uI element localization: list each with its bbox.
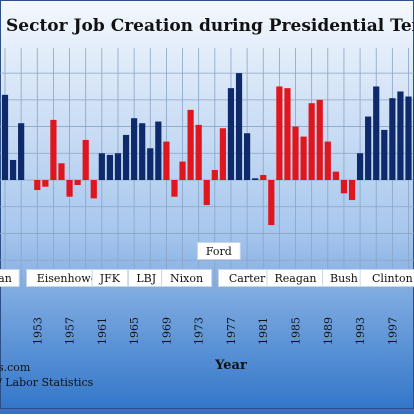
president-label-text: Clinton [372, 272, 413, 285]
chart-title: Sector Job Creation during Presidential … [6, 16, 414, 36]
bar-1994 [365, 116, 372, 180]
bar-1972 [187, 109, 194, 180]
president-label-text: Reagan [274, 272, 316, 285]
x-axis-label: Year [214, 358, 247, 373]
president-label-text: Bush [330, 272, 358, 285]
president-label-reagan: Reagan [266, 269, 325, 287]
bar-1966 [139, 123, 146, 180]
bar-1973 [195, 124, 202, 180]
bar-1976 [219, 128, 226, 180]
bar-1975 [211, 169, 218, 180]
president-label-an: an [0, 269, 20, 287]
president-label-text: Ford [206, 245, 232, 258]
x-tick-label: 1965 [128, 317, 141, 345]
president-label-text: Nixon [170, 272, 203, 285]
bar-1950 [9, 159, 17, 180]
x-tick-label: 1981 [257, 317, 270, 345]
x-tick-label: 1993 [354, 317, 367, 345]
bar-1981 [260, 174, 267, 180]
bar-1960 [90, 180, 97, 199]
bar-1971 [179, 161, 186, 180]
bar-1995 [373, 86, 380, 180]
bar-1958 [74, 180, 81, 186]
president-label-clinton: Clinton [359, 269, 414, 287]
president-label-box [196, 242, 241, 260]
president-label-text: Eisenhower [37, 272, 103, 285]
bar-1983 [276, 86, 283, 180]
bar-1962 [106, 154, 114, 180]
x-tick-label: 1969 [160, 317, 173, 345]
bar-1954 [42, 180, 49, 187]
bar-1977 [227, 88, 235, 180]
bar-1961 [98, 153, 105, 180]
president-label-jfk: JFK [91, 269, 129, 287]
bar-1990 [332, 171, 339, 180]
bar-1949 [1, 94, 9, 180]
bar-1963 [114, 153, 122, 180]
bar-1965 [131, 118, 138, 180]
bar-1967 [147, 148, 154, 180]
president-label-carter: Carter [218, 269, 277, 287]
president-label-ford: Ford [196, 242, 241, 260]
bar-1956 [58, 163, 65, 180]
bar-1970 [171, 180, 178, 197]
x-tick-label: 1989 [322, 317, 335, 345]
bar-1964 [122, 134, 130, 180]
bar-1979 [244, 133, 251, 180]
bar-1969 [163, 141, 170, 180]
x-tick-label: 1953 [31, 317, 44, 345]
x-tick-label: 1985 [290, 317, 303, 345]
source-text: / Labor Statistics [0, 376, 94, 389]
bar-1953 [34, 180, 41, 191]
x-tick-label: 1957 [64, 317, 77, 345]
president-label-eisenhower: Eisenhower [26, 269, 114, 287]
bar-1999 [405, 96, 412, 180]
president-label-box [161, 269, 213, 287]
bar-1998 [397, 91, 404, 180]
president-label-box [359, 269, 414, 287]
bar-1992 [348, 180, 356, 201]
bar-1959 [82, 139, 89, 180]
bar-group [1, 73, 414, 226]
bar-1993 [356, 153, 364, 180]
bar-1955 [50, 119, 57, 180]
president-label-box [0, 269, 20, 287]
bar-1968 [155, 121, 162, 180]
bar-1951 [18, 123, 25, 180]
bar-1978 [235, 73, 243, 180]
bar-1989 [324, 141, 331, 180]
x-tick-label: 1973 [193, 317, 206, 345]
bar-1985 [292, 126, 299, 180]
bar-1986 [300, 136, 307, 180]
x-tick-label: 1997 [386, 317, 399, 345]
bar-1974 [203, 180, 210, 206]
president-label-lbj: LBJ [127, 269, 165, 287]
bar-1984 [284, 88, 291, 180]
bar-1997 [389, 98, 396, 180]
x-tick-labels: 1953 1957 1961 1965 1969 1973 1977 1981 1985 1989… [31, 317, 399, 345]
bar-1957 [66, 180, 73, 197]
president-label-nixon: Nixon [161, 269, 213, 287]
president-label-text: LBJ [136, 272, 156, 285]
bar-1982 [268, 180, 275, 226]
president-label-text: an [0, 272, 12, 285]
president-label-bush: Bush [322, 269, 366, 287]
x-tick-label: 1961 [96, 317, 109, 345]
bar-1987 [308, 103, 315, 180]
president-label-text: JFK [99, 272, 121, 285]
watermark-text: s.com [0, 361, 31, 374]
president-label-box [91, 269, 129, 287]
bar-1996 [381, 129, 388, 180]
president-label-text: Carter [229, 272, 266, 285]
bar-1988 [316, 99, 323, 180]
bar-1991 [340, 180, 348, 194]
x-tick-label: 1977 [225, 317, 238, 345]
bar-1980 [252, 178, 259, 180]
